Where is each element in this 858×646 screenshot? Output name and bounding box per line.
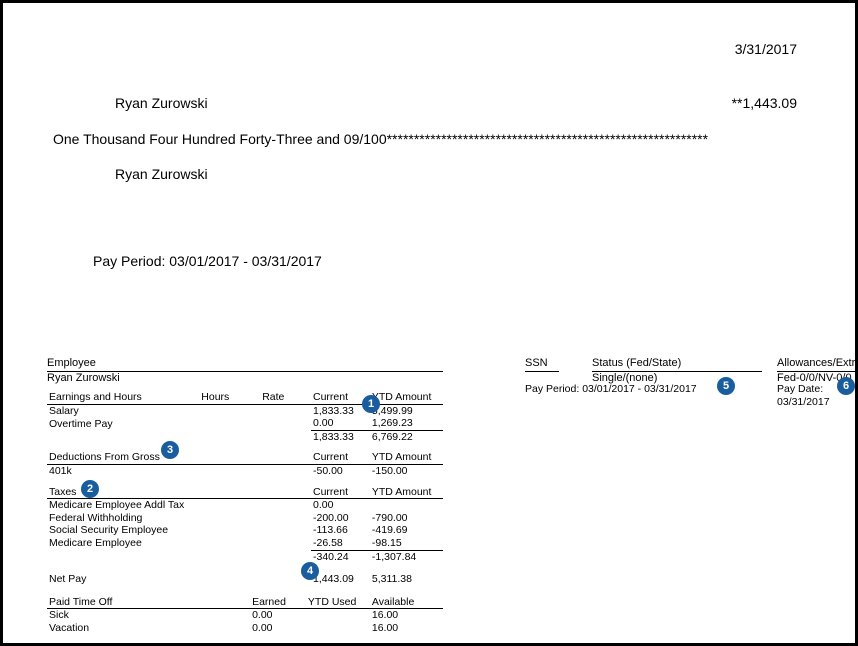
pto-used [306,609,370,622]
content: 3/31/2017 Ryan Zurowski **1,443.09 One T… [3,3,855,643]
col-used: YTD Used [306,596,370,609]
earnings-total: 1,833.33 6,769.22 [47,430,443,443]
pto-row: Vacation 0.00 16.00 [47,622,443,635]
taxes-ytd [370,499,443,512]
paystub-page: 3/31/2017 Ryan Zurowski **1,443.09 One T… [0,0,858,646]
earnings-ytd: 5,499.99 [370,404,443,417]
taxes-label: Federal Withholding [47,512,311,525]
allowances-label: Allowances/Extra [777,357,857,372]
deductions-row: 401k -50.00 -150.00 [47,464,443,477]
earnings-current: 0.00 [311,417,370,430]
annotation-badge-6: 6 [837,377,855,395]
taxes-label: Social Security Employee [47,524,311,537]
pto-used [306,622,370,635]
taxes-label: Medicare Employee Addl Tax [47,499,311,512]
employee-name-second: Ryan Zurowski [115,166,208,182]
netpay-table: Net Pay 1,443.09 5,311.38 [47,573,443,586]
taxes-current: 0.00 [311,499,370,512]
taxes-total-ytd: -1,307.84 [370,550,443,563]
taxes-ytd: -419.69 [370,524,443,537]
pto-label: Vacation [47,622,250,635]
stub-header: Employee Ryan Zurowski SSN Status (Fed/S… [47,357,825,385]
taxes-total-current: -340.24 [311,550,370,563]
earnings-label: Overtime Pay [47,417,199,430]
col-current: Current [311,391,370,404]
deductions-label: 401k [47,464,311,477]
taxes-row: Medicare Employee Addl Tax 0.00 [47,499,443,512]
earnings-table: Earnings and Hours Hours Rate Current YT… [47,391,443,443]
taxes-row: Medicare Employee -26.58 -98.15 [47,537,443,550]
annotation-badge-1: 1 [362,395,380,413]
col-rate: Rate [260,391,311,404]
pto-earned: 0.00 [250,609,306,622]
annotation-badge-2: 2 [81,480,99,498]
deductions-table: Deductions From Gross Current YTD Amount… [47,451,443,477]
taxes-row: Federal Withholding -200.00 -790.00 [47,512,443,525]
taxes-label: Medicare Employee [47,537,311,550]
pay-stub: Employee Ryan Zurowski SSN Status (Fed/S… [47,357,825,635]
col-available: Available [370,596,443,609]
col-ytd: YTD Amount [370,391,443,404]
netpay-row: Net Pay 1,443.09 5,311.38 [47,573,443,586]
earnings-row: Salary 1,833.33 5,499.99 [47,404,443,417]
col-earned: Earned [250,596,306,609]
pay-date: Pay Date: 03/31/2017 [777,383,830,408]
col-current: Current [311,486,370,499]
earnings-title: Earnings and Hours [47,391,199,404]
taxes-current: -26.58 [311,537,370,550]
written-amount: One Thousand Four Hundred Forty-Three an… [53,131,823,147]
earnings-label: Salary [47,404,199,417]
check-amount: **1,443.09 [732,95,797,111]
taxes-row: Social Security Employee -113.66 -419.69 [47,524,443,537]
deductions-title: Deductions From Gross [47,451,311,464]
pto-earned: 0.00 [250,622,306,635]
taxes-ytd: -98.15 [370,537,443,550]
col-current: Current [311,451,370,464]
pto-available: 16.00 [370,609,443,622]
netpay-ytd: 5,311.38 [370,573,443,586]
taxes-ytd: -790.00 [370,512,443,525]
taxes-current: -200.00 [311,512,370,525]
annotation-badge-4: 4 [301,562,319,580]
taxes-table: Taxes Current YTD Amount Medicare Employ… [47,486,443,564]
deductions-ytd: -150.00 [370,464,443,477]
ssn-label: SSN [525,357,559,372]
pto-label: Sick [47,609,250,622]
annotation-badge-3: 3 [161,441,179,459]
earnings-row: Overtime Pay 0.00 1,269.23 [47,417,443,430]
pto-row: Sick 0.00 16.00 [47,609,443,622]
col-ytd: YTD Amount [370,451,443,464]
taxes-current: -113.66 [311,524,370,537]
earnings-current: 1,833.33 [311,404,370,417]
netpay-label: Net Pay [47,573,311,586]
status-label: Status (Fed/State) [592,357,762,372]
netpay-current: 1,443.09 [311,573,370,586]
earnings-ytd: 1,269.23 [370,417,443,430]
taxes-total: -340.24 -1,307.84 [47,550,443,563]
employee-header-label: Employee [47,357,443,372]
annotation-badge-5: 5 [717,377,735,395]
employee-header-value: Ryan Zurowski [47,372,443,385]
deductions-current: -50.00 [311,464,370,477]
pay-period-small: Pay Period: 03/01/2017 - 03/31/2017 [525,383,697,396]
employee-name-top: Ryan Zurowski [115,95,208,111]
pto-title: Paid Time Off [47,596,250,609]
earnings-total-current: 1,833.33 [311,430,370,443]
top-date: 3/31/2017 [735,41,797,57]
pto-table: Paid Time Off Earned YTD Used Available … [47,596,443,635]
earnings-total-ytd: 6,769.22 [370,430,443,443]
col-hours: Hours [199,391,260,404]
col-ytd: YTD Amount [370,486,443,499]
pay-period-large: Pay Period: 03/01/2017 - 03/31/2017 [93,253,322,269]
pto-available: 16.00 [370,622,443,635]
